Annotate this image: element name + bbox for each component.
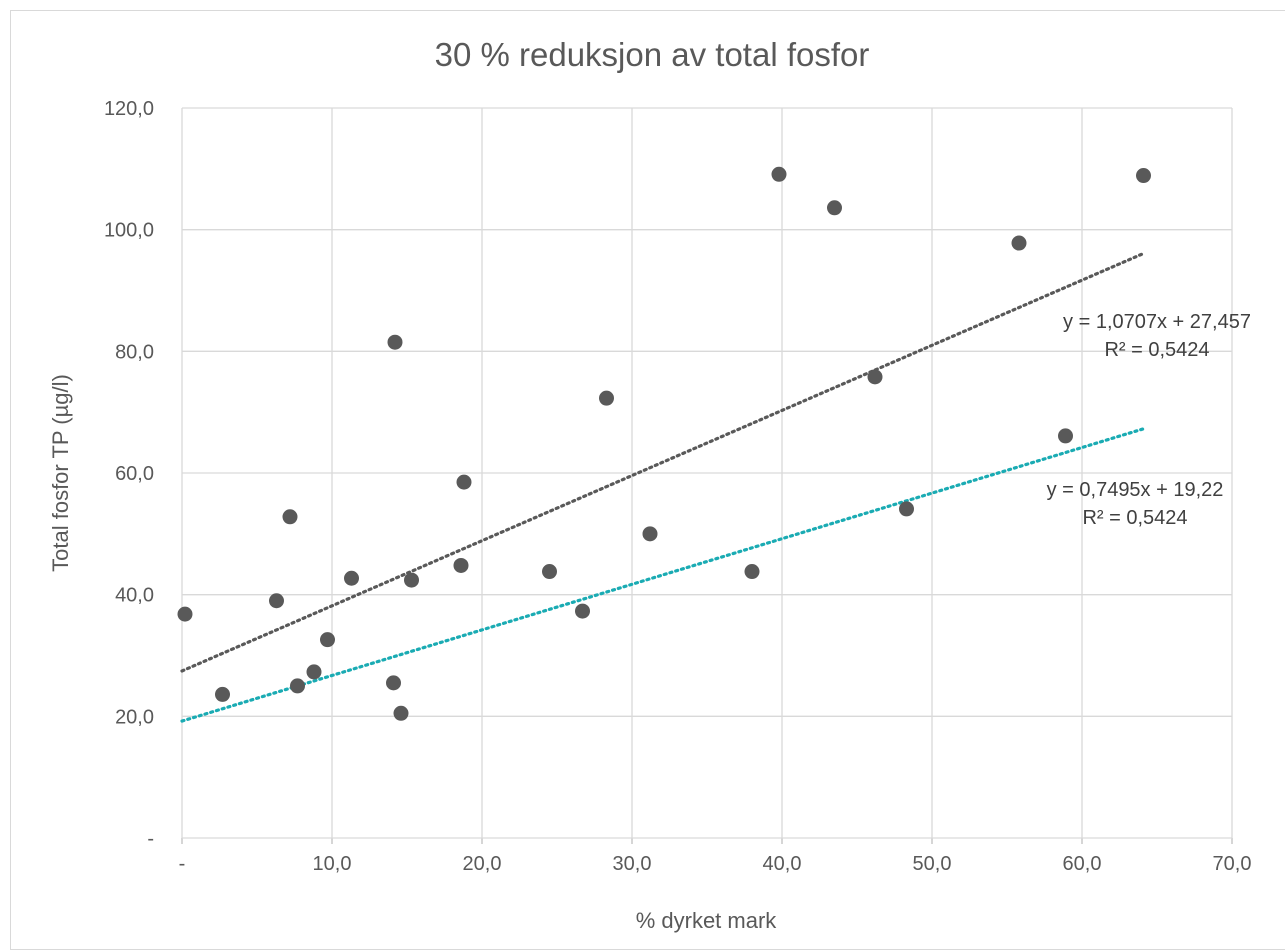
trendlines [180, 251, 1146, 723]
trendline-1-equation: y = 1,0707x + 27,457 [1063, 311, 1251, 333]
data-point [269, 593, 284, 609]
x-tick-label: - [179, 853, 186, 875]
x-axis-label: % dyrket mark [636, 908, 778, 933]
data-point [1058, 428, 1073, 444]
data-points [177, 166, 1151, 721]
x-tick-label: 60,0 [1063, 853, 1102, 875]
data-point [456, 474, 472, 490]
data-point [177, 606, 193, 622]
x-tick-label: 30,0 [613, 853, 652, 875]
x-tick-label: 40,0 [763, 853, 802, 875]
data-point [306, 664, 322, 680]
data-point [771, 166, 787, 182]
data-point [344, 570, 359, 586]
trendline-1 [180, 251, 1146, 673]
data-point [542, 564, 557, 580]
data-point [744, 564, 760, 580]
x-tick-label: 70,0 [1213, 853, 1252, 875]
trendline-2 [180, 427, 1146, 723]
trendline-1-r2: R² = 0,5424 [1104, 339, 1209, 361]
grid [181, 107, 1233, 844]
data-point [899, 501, 914, 517]
y-tick-label: - [147, 828, 154, 850]
data-point [215, 686, 230, 702]
data-point [867, 369, 883, 385]
x-tick-label: 10,0 [313, 853, 352, 875]
y-axis-label: Total fosfor TP (µg/l) [48, 374, 73, 572]
y-tick-label: 120,0 [104, 98, 154, 120]
data-point [1011, 235, 1027, 251]
data-point [290, 678, 305, 694]
data-point [642, 526, 658, 542]
x-axis-ticks: - 10,0 20,0 30,0 40,0 50,0 60,0 70,0 [179, 853, 1252, 875]
trendline-2-r2: R² = 0,5424 [1082, 507, 1187, 529]
x-tick-label: 20,0 [463, 853, 502, 875]
data-point [599, 390, 614, 406]
chart-title: 30 % reduksjon av total fosfor [435, 36, 870, 73]
data-point [827, 200, 842, 216]
data-point [1136, 168, 1151, 184]
y-tick-label: 100,0 [104, 220, 154, 242]
y-tick-label: 80,0 [115, 341, 154, 363]
chart-frame [10, 10, 1285, 950]
x-tick-label: 50,0 [913, 853, 952, 875]
data-point [453, 557, 469, 573]
data-point [393, 705, 409, 721]
y-tick-label: 40,0 [115, 585, 154, 607]
data-point [575, 603, 590, 619]
data-point [282, 509, 298, 525]
y-axis-ticks: - 20,0 40,0 60,0 80,0 100,0 120,0 [104, 98, 154, 850]
trendline-2-equation: y = 0,7495x + 19,22 [1047, 479, 1224, 501]
y-tick-label: 60,0 [115, 463, 154, 485]
y-tick-label: 20,0 [115, 706, 154, 728]
data-point [386, 675, 401, 691]
data-point [387, 334, 403, 350]
data-point [404, 572, 419, 588]
data-point [320, 632, 335, 648]
